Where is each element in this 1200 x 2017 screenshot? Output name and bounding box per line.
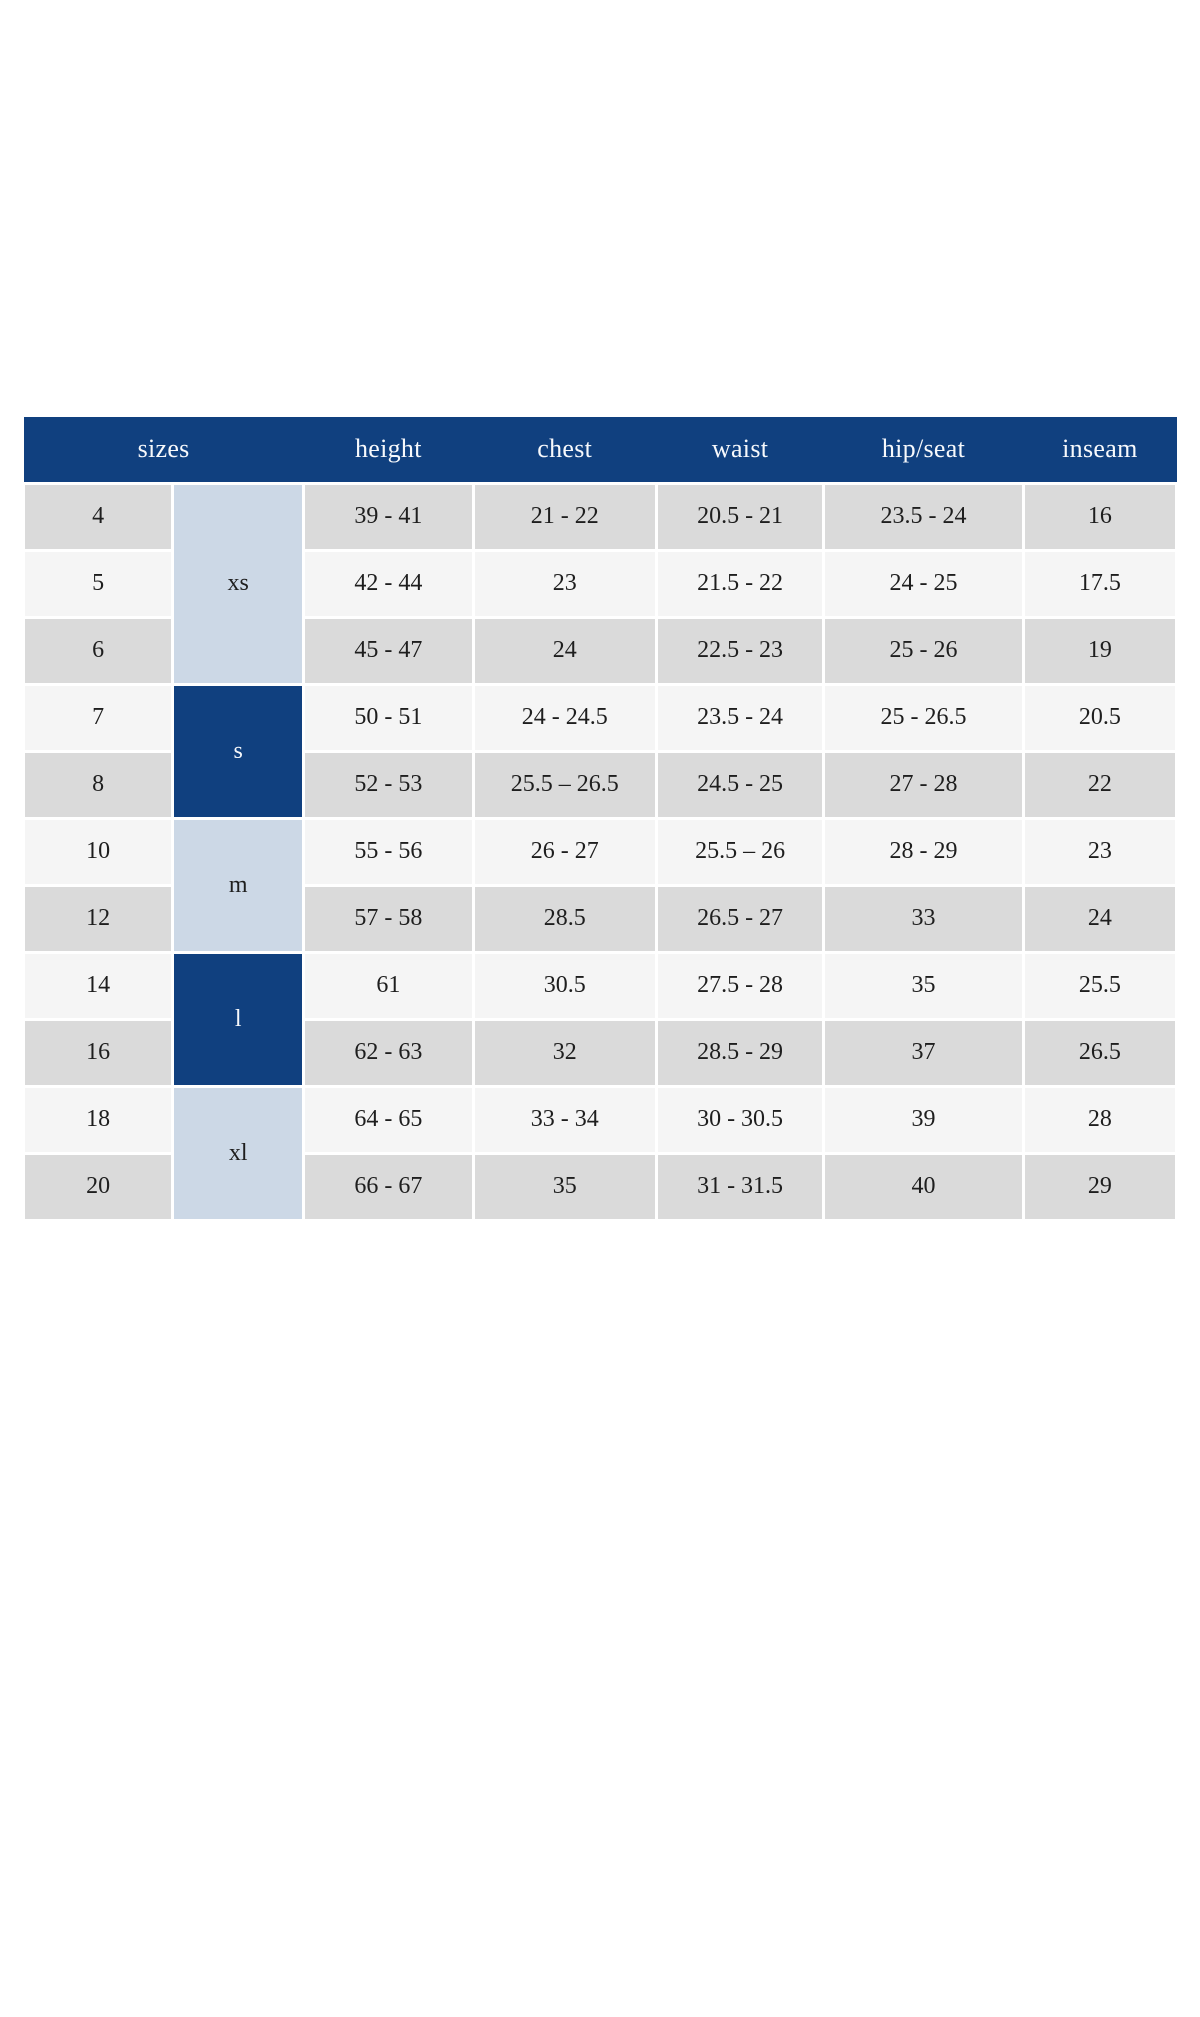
size-chart: sizes height chest waist hip/seat inseam… <box>21 417 1179 1222</box>
inseam-cell: 16 <box>1021 481 1179 552</box>
chest-cell: 23 <box>471 548 658 619</box>
height-cell: 55 - 56 <box>302 816 475 887</box>
waist-cell: 31 - 31.5 <box>654 1151 826 1222</box>
hip-seat-cell: 25 - 26.5 <box>822 682 1025 753</box>
chest-cell: 24 <box>471 615 658 686</box>
height-cell: 64 - 65 <box>302 1084 475 1155</box>
height-cell: 57 - 58 <box>302 883 475 954</box>
size-group-cell: m <box>171 816 306 954</box>
chest-cell: 24 - 24.5 <box>471 682 658 753</box>
table-row: 6 45 - 47 24 22.5 - 23 25 - 26 19 <box>21 615 1179 686</box>
column-header-inseam: inseam <box>1023 417 1177 485</box>
inseam-cell: 22 <box>1021 749 1179 820</box>
height-cell: 61 <box>302 950 475 1021</box>
hip-seat-cell: 33 <box>822 883 1025 954</box>
table-row: 7 s 50 - 51 24 - 24.5 23.5 - 24 25 - 26.5 20.5 <box>21 682 1179 820</box>
table-row: 16 62 - 63 32 28.5 - 29 37 26.5 <box>21 1017 1179 1088</box>
chest-cell: 30.5 <box>471 950 658 1021</box>
size-cell: 5 <box>21 548 175 619</box>
hip-seat-cell: 25 - 26 <box>822 615 1025 686</box>
size-cell: 20 <box>21 1151 175 1222</box>
size-cell: 16 <box>21 1017 175 1088</box>
height-cell: 66 - 67 <box>302 1151 475 1222</box>
height-cell: 45 - 47 <box>302 615 475 686</box>
size-chart-body: 4 xs 39 - 41 21 - 22 20.5 - 21 23.5 - 24 16 5 42… <box>21 481 1179 1222</box>
inseam-cell: 23 <box>1021 816 1179 887</box>
height-cell: 50 - 51 <box>302 682 475 753</box>
inseam-cell: 19 <box>1021 615 1179 686</box>
waist-cell: 20.5 - 21 <box>654 481 826 552</box>
size-cell: 10 <box>21 816 175 887</box>
waist-cell: 27.5 - 28 <box>654 950 826 1021</box>
chest-cell: 33 - 34 <box>471 1084 658 1155</box>
hip-seat-cell: 28 - 29 <box>822 816 1025 887</box>
inseam-cell: 24 <box>1021 883 1179 954</box>
size-group-cell: s <box>171 682 306 820</box>
column-header-height: height <box>303 417 473 485</box>
chest-cell: 32 <box>471 1017 658 1088</box>
chest-cell: 21 - 22 <box>471 481 658 552</box>
table-row: 14 l 61 30.5 27.5 - 28 35 25.5 <box>21 950 1179 1088</box>
size-group-cell: l <box>171 950 306 1088</box>
hip-seat-cell: 27 - 28 <box>822 749 1025 820</box>
hip-seat-cell: 35 <box>822 950 1025 1021</box>
waist-cell: 28.5 - 29 <box>654 1017 826 1088</box>
size-cell: 8 <box>21 749 175 820</box>
table-row: 8 52 - 53 25.5 – 26.5 24.5 - 25 27 - 28 22 <box>21 749 1179 820</box>
waist-cell: 25.5 – 26 <box>654 816 826 887</box>
waist-cell: 24.5 - 25 <box>654 749 826 820</box>
chest-cell: 25.5 – 26.5 <box>471 749 658 820</box>
chest-cell: 26 - 27 <box>471 816 658 887</box>
inseam-cell: 25.5 <box>1021 950 1179 1021</box>
hip-seat-cell: 24 - 25 <box>822 548 1025 619</box>
table-row: 5 42 - 44 23 21.5 - 22 24 - 25 17.5 <box>21 548 1179 619</box>
size-group-cell: xs <box>171 481 306 686</box>
column-header-chest: chest <box>473 417 657 485</box>
waist-cell: 23.5 - 24 <box>654 682 826 753</box>
table-row: 20 66 - 67 35 31 - 31.5 40 29 <box>21 1151 1179 1222</box>
size-chart-table: sizes height chest waist hip/seat inseam… <box>21 417 1179 1222</box>
hip-seat-cell: 37 <box>822 1017 1025 1088</box>
waist-cell: 26.5 - 27 <box>654 883 826 954</box>
hip-seat-cell: 40 <box>822 1151 1025 1222</box>
inseam-cell: 17.5 <box>1021 548 1179 619</box>
size-cell: 12 <box>21 883 175 954</box>
column-header-waist: waist <box>656 417 824 485</box>
hip-seat-cell: 23.5 - 24 <box>822 481 1025 552</box>
inseam-cell: 26.5 <box>1021 1017 1179 1088</box>
waist-cell: 22.5 - 23 <box>654 615 826 686</box>
table-row: 4 xs 39 - 41 21 - 22 20.5 - 21 23.5 - 24 16 <box>21 481 1179 686</box>
size-chart-header: sizes height chest waist hip/seat inseam <box>23 417 1177 485</box>
column-header-hip-seat: hip/seat <box>823 417 1024 485</box>
size-cell: 4 <box>21 481 175 552</box>
header-row: sizes height chest waist hip/seat inseam <box>23 417 1177 485</box>
table-row: 18 xl 64 - 65 33 - 34 30 - 30.5 39 28 <box>21 1084 1179 1222</box>
height-cell: 52 - 53 <box>302 749 475 820</box>
height-cell: 62 - 63 <box>302 1017 475 1088</box>
height-cell: 39 - 41 <box>302 481 475 552</box>
inseam-cell: 20.5 <box>1021 682 1179 753</box>
waist-cell: 21.5 - 22 <box>654 548 826 619</box>
waist-cell: 30 - 30.5 <box>654 1084 826 1155</box>
table-row: 12 57 - 58 28.5 26.5 - 27 33 24 <box>21 883 1179 954</box>
size-cell: 6 <box>21 615 175 686</box>
chest-cell: 28.5 <box>471 883 658 954</box>
inseam-cell: 29 <box>1021 1151 1179 1222</box>
hip-seat-cell: 39 <box>822 1084 1025 1155</box>
size-cell: 18 <box>21 1084 175 1155</box>
column-header-sizes: sizes <box>23 417 304 485</box>
size-cell: 7 <box>21 682 175 753</box>
table-row: 10 m 55 - 56 26 - 27 25.5 – 26 28 - 29 23 <box>21 816 1179 954</box>
size-group-cell: xl <box>171 1084 306 1222</box>
size-cell: 14 <box>21 950 175 1021</box>
inseam-cell: 28 <box>1021 1084 1179 1155</box>
chest-cell: 35 <box>471 1151 658 1222</box>
height-cell: 42 - 44 <box>302 548 475 619</box>
